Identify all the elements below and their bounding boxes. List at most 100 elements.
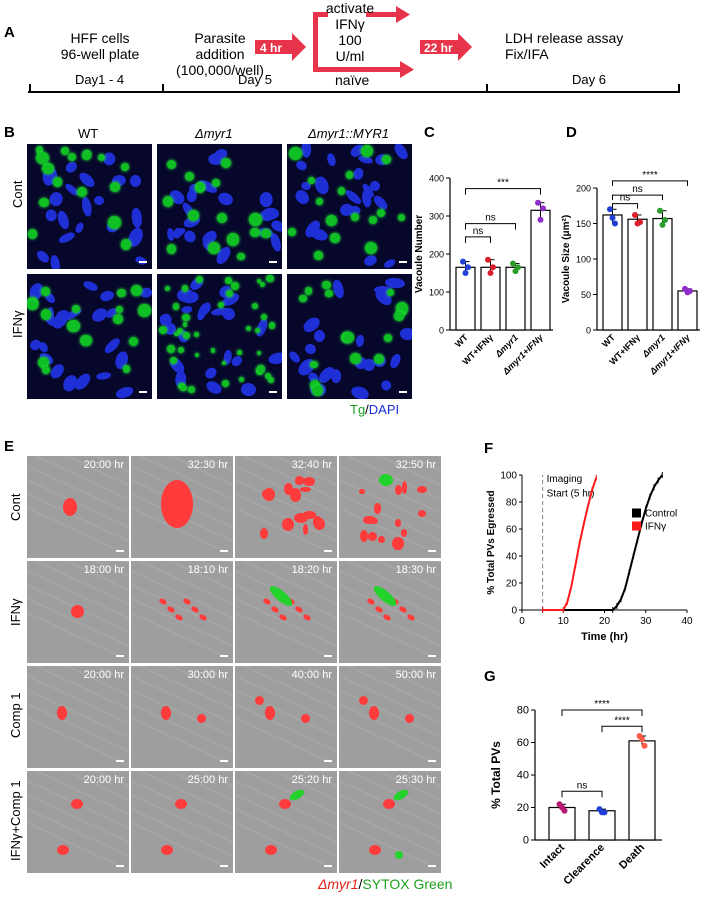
nucleus	[71, 371, 93, 393]
nucleus	[215, 190, 235, 209]
parasite-vacuole	[397, 214, 405, 222]
parasite-vacuole	[252, 302, 259, 309]
parasite-vacuole	[360, 144, 374, 158]
parasite-vacuole	[194, 332, 200, 337]
scale-bar	[269, 391, 277, 393]
y-tick-label: 0	[439, 326, 444, 336]
category-label: WT	[453, 332, 470, 349]
parasite-red-signal	[57, 706, 67, 720]
y-tick-label: 40	[517, 770, 529, 782]
step2-line1: Parasite	[194, 30, 246, 46]
x-tick-label: 40	[681, 616, 693, 627]
parasite-vacuole	[376, 208, 385, 217]
scale-bar	[428, 550, 436, 552]
scale-bar	[220, 865, 228, 867]
sig-bracket-wt-ifn-label: ns	[620, 193, 631, 204]
timelapse-frame-comp1-0: 20:00 hr	[27, 666, 129, 768]
parasite-vacuole	[207, 241, 221, 255]
scale-bar	[220, 550, 228, 552]
nucleus	[48, 361, 67, 382]
parasite-vacuole	[222, 361, 227, 366]
parasite-vacuole	[182, 322, 188, 327]
parasite-red-signal	[369, 706, 379, 720]
parasite-red-signal	[265, 845, 277, 855]
timelapse-frame-ifn-2: 18:20 hr	[235, 561, 337, 663]
parasite-red-signal	[362, 515, 376, 525]
nucleus	[80, 196, 94, 217]
parasite-vacuole	[216, 212, 227, 224]
sig-bracket-wt-combo	[465, 188, 541, 195]
legend-dapi: DAPI	[368, 402, 400, 417]
imaging-annotation-2: Start (5 hr)	[547, 489, 595, 500]
parasite-vacuole	[120, 239, 132, 250]
scale-bar	[220, 655, 228, 657]
parasite-red-signal	[294, 476, 305, 485]
timelapse-frame-comp1-1: 30:00 hr	[131, 666, 233, 768]
y-tick-label: 0	[511, 606, 517, 617]
step1-line1: HFF cells	[70, 30, 130, 46]
sig-bracket-wt-myr1	[612, 194, 663, 201]
parasite-red-signal	[289, 488, 301, 502]
parasite-vacuole	[196, 276, 204, 284]
timelapse-time-label: 20:00 hr	[83, 459, 124, 471]
nucleus	[49, 254, 61, 269]
parasite-vacuole	[117, 289, 126, 298]
sig-bracket-intact-death	[561, 709, 643, 716]
parasite-vacuole	[40, 309, 52, 320]
parasite-vacuole	[322, 280, 331, 289]
parasite-vacuole	[195, 352, 200, 357]
parasite-vacuole	[368, 215, 378, 225]
parasite-vacuole	[312, 385, 324, 397]
timelapse-time-label: 25:20 hr	[291, 774, 332, 786]
branch-top-line1: activate	[325, 0, 375, 16]
legend-sytox: SYTOX Green	[362, 876, 453, 892]
sig-bracket-wt-ifn	[465, 236, 491, 243]
panel-f-label: F	[484, 440, 494, 457]
nucleus	[362, 254, 379, 269]
parasite-vacuole	[183, 331, 191, 339]
parasite-red-signal	[369, 845, 381, 855]
parasite-vacuole	[221, 379, 229, 387]
parasite-red-signal	[63, 498, 77, 516]
nucleus	[56, 208, 72, 230]
timelapse-frame-ifn-1: 18:10 hr	[131, 561, 233, 663]
data-point	[510, 260, 516, 267]
scale-bar	[399, 261, 407, 263]
y-axis-label: % Total PVs	[489, 741, 503, 809]
data-point	[485, 256, 491, 263]
parasite-red-signal	[301, 714, 310, 723]
parasite-vacuole	[288, 146, 302, 160]
y-tick-label: 20	[506, 579, 518, 590]
parasite-vacuole	[42, 162, 55, 175]
parasite-vacuole	[128, 336, 139, 347]
y-tick-label: 300	[429, 212, 444, 222]
category-label: Death	[617, 841, 647, 871]
bar-2	[505, 266, 526, 331]
parasite-red-signal	[417, 486, 428, 493]
sig-bracket-wt-combo-label: ****	[642, 170, 658, 181]
parasite-red-signal	[175, 799, 187, 809]
arrow-4hr-label: 4 hr	[260, 41, 283, 55]
parasite-vacuole	[225, 289, 234, 298]
timelapse-frame-ifn-comp1-2: 25:20 hr	[235, 771, 337, 873]
scale-bar	[324, 550, 332, 552]
y-tick-label: 50	[581, 290, 591, 300]
parasite-vacuole	[185, 171, 195, 181]
bar-3	[677, 290, 698, 331]
parasite-vacuole	[61, 147, 70, 156]
parasite-vacuole	[315, 197, 324, 206]
parasite-red-signal	[71, 605, 84, 618]
nucleus	[81, 279, 99, 293]
parasite-red-signal	[395, 518, 402, 528]
timelapse-frame-cont-0: 20:00 hr	[27, 456, 129, 558]
step3-line1: LDH release assay	[505, 30, 624, 46]
parasite-vacuole	[130, 284, 142, 296]
data-point	[659, 221, 666, 228]
step2-line3: (100,000/well)	[176, 62, 264, 78]
scale-bar	[116, 760, 124, 762]
parasite-red-signal	[158, 597, 168, 606]
parasite-vacuole	[269, 322, 276, 329]
timelapse-row-label-ifn-comp1: IFNγ+Comp 1	[8, 779, 23, 861]
panel-b-label: B	[4, 124, 15, 141]
parasite-red-signal	[262, 597, 272, 606]
